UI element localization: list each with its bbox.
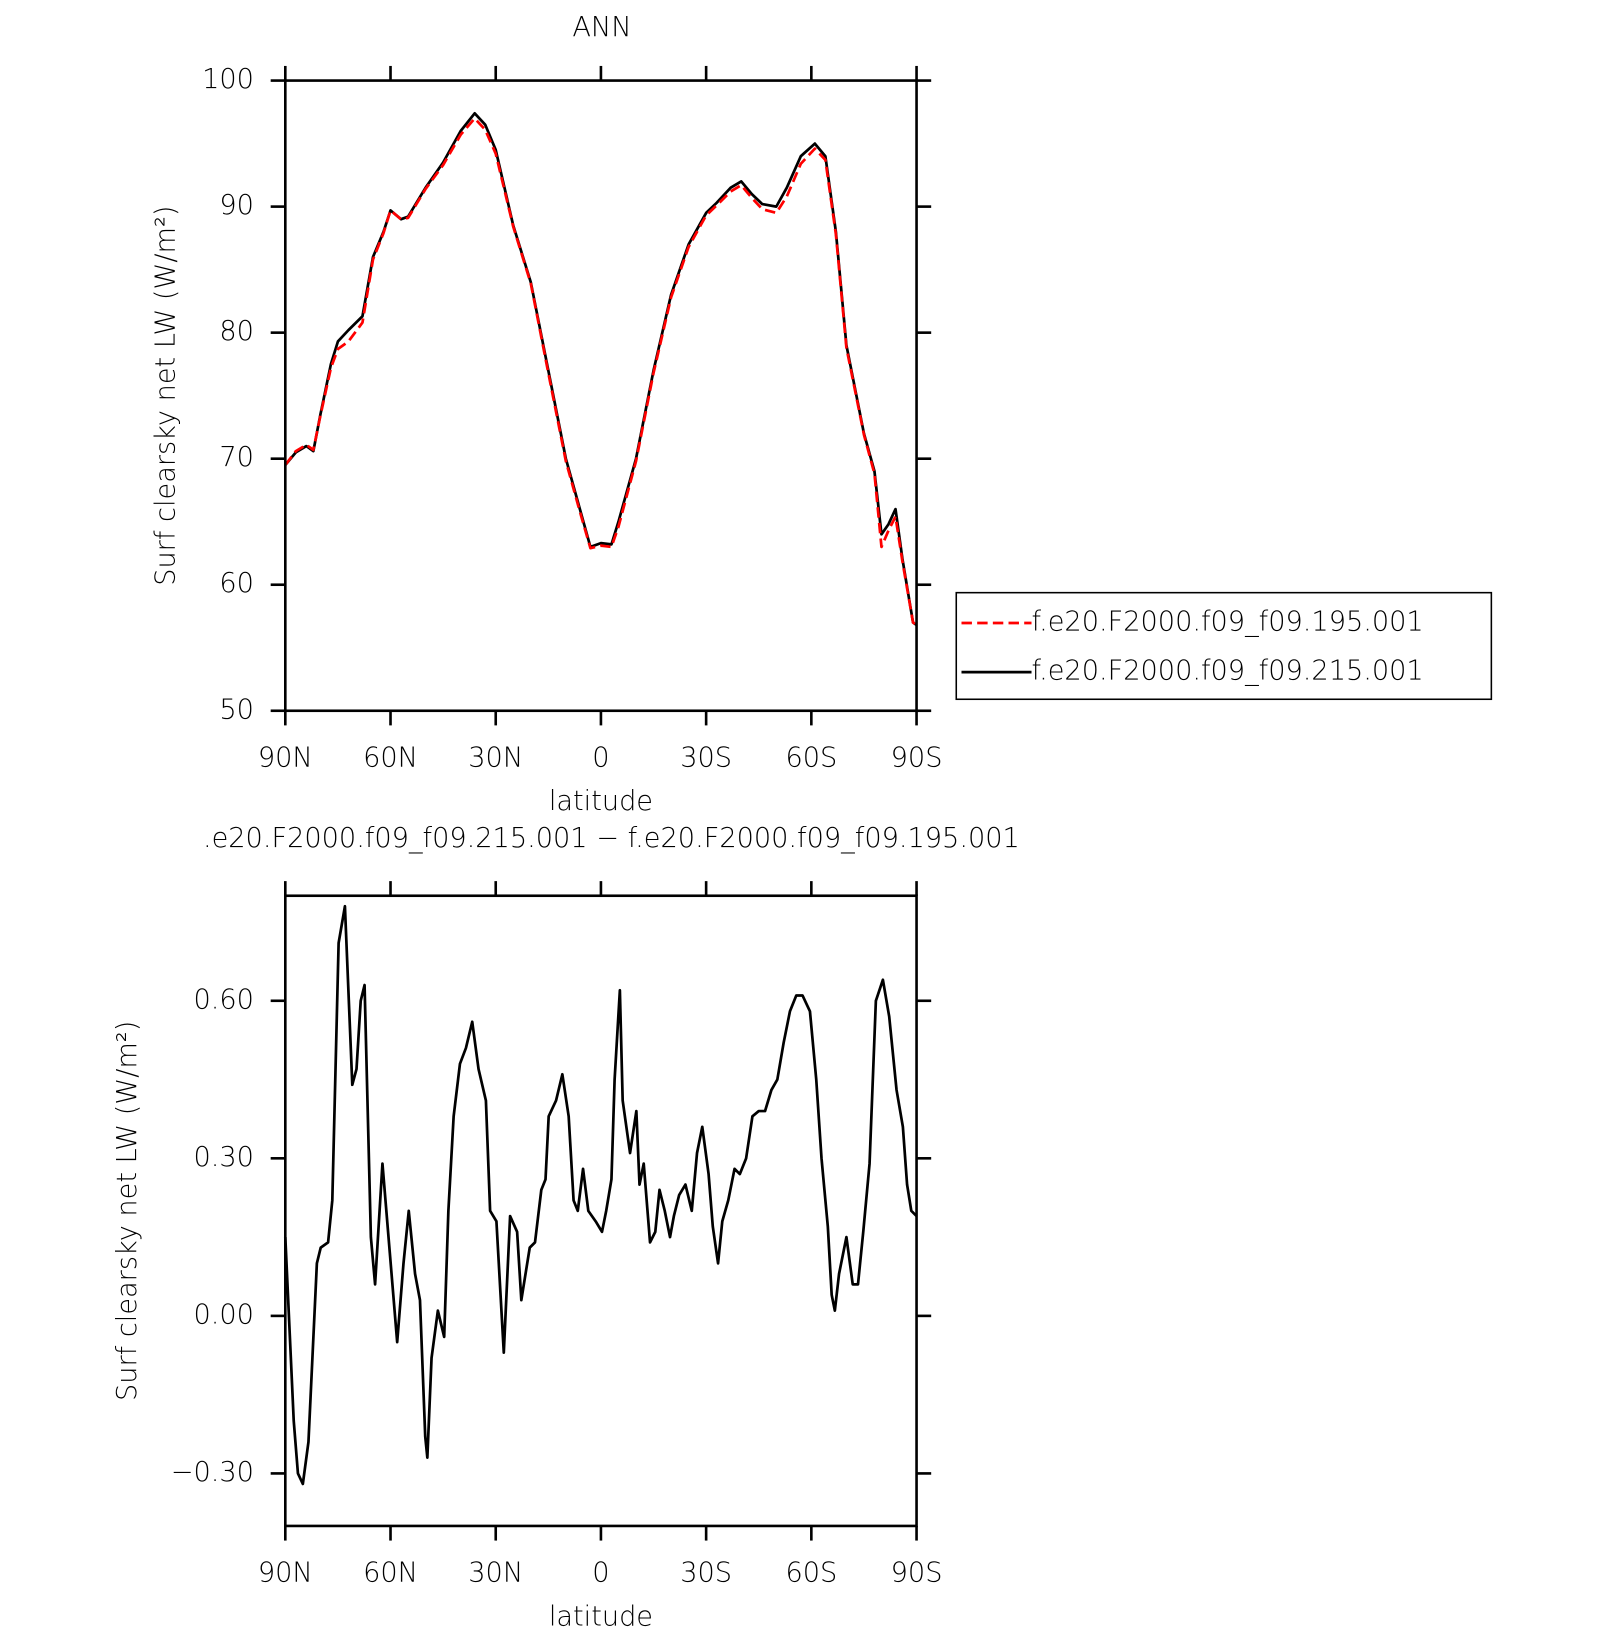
- plot-frame: [284, 79, 918, 713]
- x-tick-label: 0: [592, 1558, 609, 1589]
- legend-label: f.e20.F2000.f09_f09.215.001: [1032, 656, 1424, 687]
- x-tick-label: 60N: [363, 1558, 418, 1589]
- y-tick-label: 100: [202, 64, 254, 95]
- y-tick-label: −0.30: [171, 1457, 254, 1488]
- y-tick-label: 90: [219, 190, 254, 221]
- x-tick-label: 90S: [891, 742, 943, 773]
- legend-label: f.e20.F2000.f09_f09.195.001: [1032, 606, 1424, 637]
- data-line: [283, 904, 918, 1486]
- x-tick-label: 60N: [363, 742, 418, 773]
- y-tick-label: 0.60: [193, 984, 253, 1015]
- plot-frame: [284, 894, 918, 1528]
- y-tick-label: 70: [219, 442, 254, 473]
- y-tick-label: 0.30: [193, 1142, 253, 1173]
- x-tick-label: 30S: [680, 742, 732, 773]
- x-tick-label: 60S: [785, 742, 837, 773]
- x-axis-label: latitude: [549, 1601, 653, 1632]
- x-tick-label: 30S: [680, 1558, 732, 1589]
- x-tick-label: 90N: [258, 742, 313, 773]
- y-tick-label: 80: [219, 316, 254, 347]
- chart-title: ANN: [572, 12, 631, 43]
- y-axis-label: Surf clearsky net LW (W/m²): [112, 1021, 143, 1401]
- x-tick-label: 0: [592, 742, 609, 773]
- y-axis-label: Surf clearsky net LW (W/m²): [151, 206, 182, 586]
- x-tick-label: 90S: [891, 1558, 943, 1589]
- data-line: [284, 117, 918, 627]
- x-axis-label: latitude: [549, 786, 653, 817]
- y-tick-label: 0.00: [193, 1299, 253, 1330]
- y-tick-label: 50: [219, 694, 254, 725]
- x-tick-label: 30N: [468, 1558, 523, 1589]
- x-tick-label: 30N: [468, 742, 523, 773]
- x-tick-label: 90N: [258, 1558, 313, 1589]
- chart-title: .e20.F2000.f09_f09.215.001 − f.e20.F2000…: [203, 823, 1020, 854]
- y-tick-label: 60: [219, 568, 254, 599]
- legend-box: [955, 591, 1493, 701]
- data-line: [284, 111, 918, 627]
- x-tick-label: 60S: [785, 1558, 837, 1589]
